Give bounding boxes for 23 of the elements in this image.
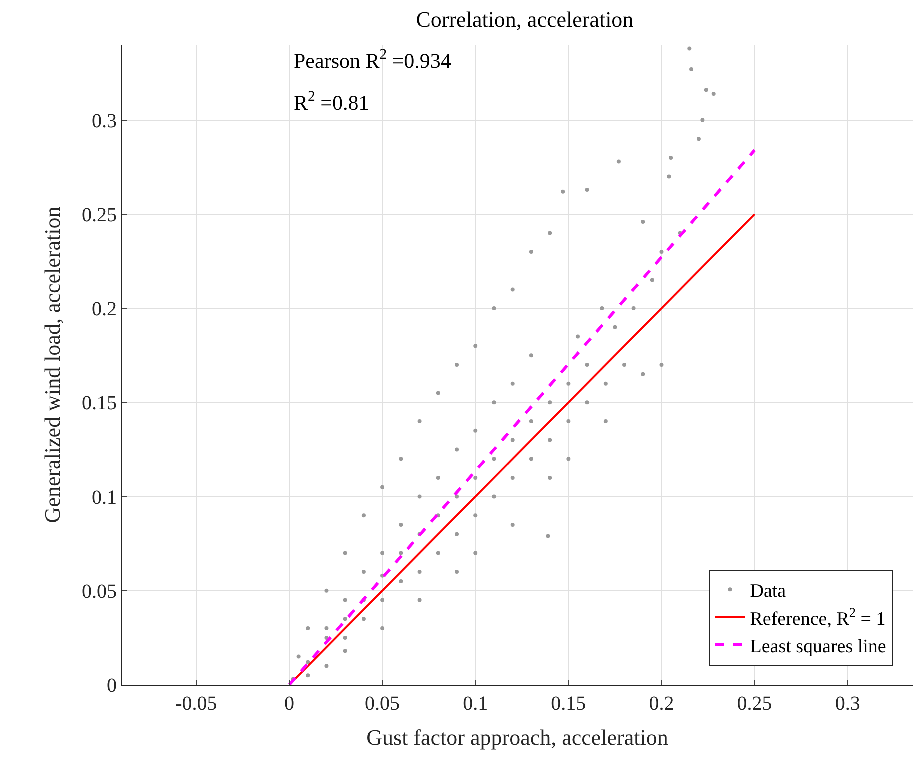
y-tick-label: 0.3 <box>92 110 117 132</box>
x-tick-label: 0.2 <box>649 693 674 715</box>
legend-label: Reference, R$^{2}$ = 1 <box>750 604 886 630</box>
annotation: Pearson R$^{2}$ =0.934 <box>294 47 452 73</box>
x-tick-label: -0.05 <box>176 693 218 715</box>
y-tick-label: 0.1 <box>92 486 117 509</box>
y-tick-label: 0.25 <box>82 204 117 226</box>
annotation: R$^{2}$ =0.81 <box>294 89 370 115</box>
x-tick-label: 0.15 <box>551 693 586 715</box>
x-tick-label: 0.1 <box>463 693 488 715</box>
y-tick-label: 0.2 <box>92 298 117 321</box>
y-tick-label: 0 <box>107 675 117 697</box>
x-tick-label: 0.25 <box>737 693 772 715</box>
x-tick-label: 0 <box>284 693 295 715</box>
legend-label: Least squares line <box>750 636 886 658</box>
y-tick-label: 0.15 <box>82 392 117 415</box>
y-tick-label: 0.05 <box>82 580 117 603</box>
x-tick-label: 0.3 <box>835 693 860 715</box>
legend-label: Data <box>750 581 787 602</box>
x-tick-label: 0.05 <box>365 693 400 715</box>
x-axis-title: Gust factor approach, acceleration <box>366 724 668 750</box>
chart-title: Correlation, acceleration <box>416 6 634 32</box>
y-axis-title: Generalized wind load, acceleration <box>40 206 65 524</box>
